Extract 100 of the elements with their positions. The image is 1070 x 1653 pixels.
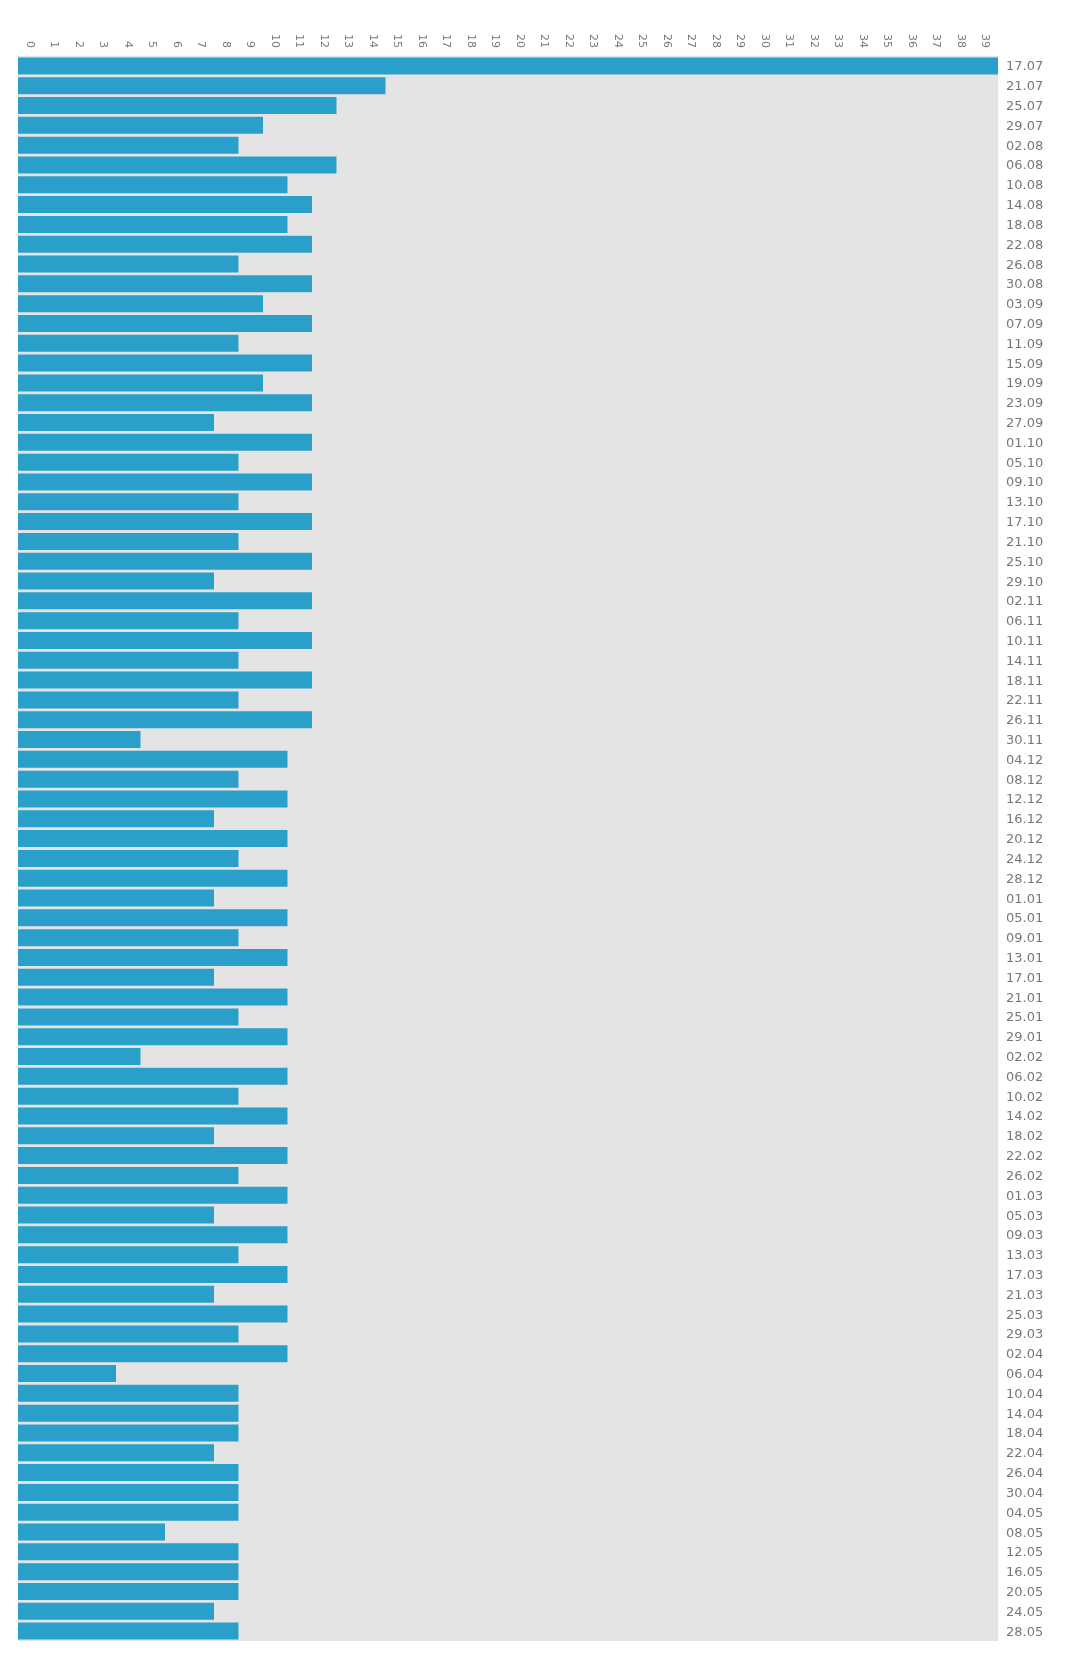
bar — [18, 414, 214, 432]
bar — [18, 711, 312, 729]
x-tick-label: 34 — [856, 34, 870, 48]
bar — [18, 1206, 214, 1224]
y-tick-label: 27.09 — [1006, 415, 1044, 431]
bar — [18, 691, 239, 709]
y-tick-label: 02.11 — [1006, 593, 1044, 609]
y-tick-label: 17.01 — [1006, 969, 1044, 985]
bar — [18, 790, 288, 808]
y-tick-label: 10.11 — [1006, 632, 1044, 648]
x-tick-label: 6 — [170, 41, 184, 48]
x-tick-label: 8 — [219, 41, 233, 48]
y-tick-label: 25.10 — [1006, 553, 1044, 569]
y-tick-label: 04.05 — [1006, 1504, 1044, 1520]
bar — [18, 374, 263, 392]
bar — [18, 196, 312, 214]
x-tick-label: 23 — [587, 34, 601, 48]
y-tick-label: 28.05 — [1006, 1623, 1044, 1639]
x-tick-label: 39 — [979, 34, 993, 48]
y-tick-label: 10.04 — [1006, 1385, 1044, 1401]
y-tick-label: 24.12 — [1006, 850, 1044, 866]
y-tick-label: 09.03 — [1006, 1227, 1044, 1243]
y-tick-label: 14.08 — [1006, 197, 1044, 213]
y-tick-label: 09.01 — [1006, 930, 1044, 946]
y-tick-label: 08.12 — [1006, 771, 1044, 787]
y-tick-label: 20.12 — [1006, 831, 1044, 847]
bar — [18, 849, 239, 867]
y-tick-label: 18.02 — [1006, 1128, 1044, 1144]
y-tick-label: 14.11 — [1006, 652, 1044, 668]
bar — [18, 1067, 288, 1085]
y-tick-label: 01.10 — [1006, 434, 1044, 450]
bar — [18, 215, 288, 233]
bar — [18, 810, 214, 828]
y-tick-label: 06.04 — [1006, 1366, 1044, 1382]
y-tick-label: 02.02 — [1006, 1049, 1044, 1065]
bar — [18, 1028, 288, 1046]
x-tick-label: 37 — [930, 34, 944, 48]
y-tick-label: 26.08 — [1006, 256, 1044, 272]
x-tick-label: 33 — [832, 34, 846, 48]
y-tick-label: 26.04 — [1006, 1465, 1044, 1481]
y-tick-label: 22.02 — [1006, 1148, 1044, 1164]
bar — [18, 1246, 239, 1264]
bar — [18, 1048, 141, 1066]
y-tick-label: 30.11 — [1006, 732, 1044, 748]
x-tick-label: 0 — [23, 41, 37, 48]
bar — [18, 156, 337, 174]
bar — [18, 770, 239, 788]
y-tick-label: 16.05 — [1006, 1564, 1044, 1580]
bar — [18, 1166, 239, 1184]
y-tick-label: 06.11 — [1006, 613, 1044, 629]
x-tick-label: 30 — [758, 34, 772, 48]
y-tick-label: 06.02 — [1006, 1068, 1044, 1084]
x-tick-label: 4 — [121, 41, 135, 48]
bar — [18, 275, 312, 293]
y-tick-label: 09.10 — [1006, 474, 1044, 490]
bar — [18, 1107, 288, 1125]
x-tick-label: 19 — [489, 34, 503, 48]
bar — [18, 1365, 116, 1383]
y-tick-label: 05.03 — [1006, 1207, 1044, 1223]
bar — [18, 334, 239, 352]
bar — [18, 1622, 239, 1640]
x-tick-label: 5 — [146, 41, 160, 48]
x-tick-label: 20 — [513, 34, 527, 48]
bar — [18, 1285, 214, 1303]
bar — [18, 1563, 239, 1581]
x-tick-label: 21 — [538, 34, 552, 48]
y-tick-label: 29.03 — [1006, 1326, 1044, 1342]
bar — [18, 552, 312, 570]
bar — [18, 1582, 239, 1600]
y-tick-label: 18.04 — [1006, 1425, 1044, 1441]
y-tick-label: 25.03 — [1006, 1306, 1044, 1322]
bar — [18, 1483, 239, 1501]
x-tick-label: 31 — [783, 34, 797, 48]
y-tick-label: 17.03 — [1006, 1266, 1044, 1282]
y-tick-label: 10.02 — [1006, 1088, 1044, 1104]
y-tick-label: 17.07 — [1006, 58, 1044, 74]
bar — [18, 1127, 214, 1145]
bar — [18, 433, 312, 451]
bar — [18, 136, 239, 154]
bar — [18, 394, 312, 412]
y-tick-label: 05.10 — [1006, 454, 1044, 470]
bar — [18, 1325, 239, 1343]
bar — [18, 314, 312, 332]
bar — [18, 493, 239, 511]
bar — [18, 1424, 239, 1442]
bar — [18, 1444, 214, 1462]
y-tick-label: 29.10 — [1006, 573, 1044, 589]
y-tick-label: 15.09 — [1006, 355, 1044, 371]
y-tick-label: 14.04 — [1006, 1405, 1044, 1421]
x-tick-label: 16 — [415, 34, 429, 48]
bar — [18, 731, 141, 749]
y-tick-label: 21.01 — [1006, 989, 1044, 1005]
bar — [18, 1087, 239, 1105]
y-tick-label: 01.03 — [1006, 1187, 1044, 1203]
bar — [18, 968, 214, 986]
x-tick-label: 24 — [611, 34, 625, 48]
bar — [18, 235, 312, 253]
bar — [18, 889, 214, 907]
bar — [18, 1305, 288, 1323]
x-tick-label: 32 — [807, 34, 821, 48]
